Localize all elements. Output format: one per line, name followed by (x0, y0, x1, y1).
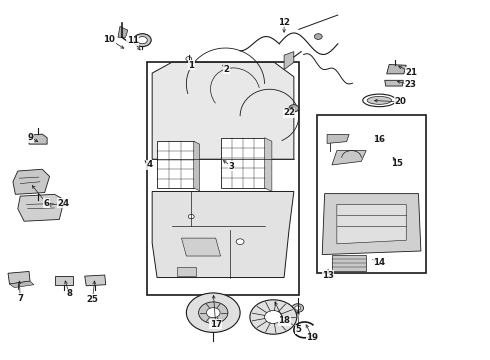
Polygon shape (152, 192, 294, 278)
Circle shape (134, 34, 151, 46)
Polygon shape (387, 64, 406, 74)
Circle shape (315, 34, 322, 40)
Polygon shape (9, 281, 34, 288)
Text: 12: 12 (278, 18, 290, 27)
Polygon shape (284, 51, 294, 69)
Polygon shape (18, 194, 64, 221)
Polygon shape (265, 138, 272, 192)
Text: 21: 21 (405, 68, 417, 77)
Text: 6: 6 (44, 199, 49, 208)
Text: 22: 22 (283, 108, 295, 117)
Polygon shape (194, 141, 199, 191)
Polygon shape (152, 62, 294, 159)
Text: 14: 14 (373, 258, 386, 267)
Polygon shape (8, 271, 30, 284)
Text: 5: 5 (296, 325, 302, 334)
Bar (157, 141, 194, 188)
Text: 20: 20 (394, 97, 406, 106)
Polygon shape (176, 267, 196, 276)
Circle shape (250, 300, 297, 334)
Circle shape (265, 311, 282, 323)
Text: 16: 16 (373, 135, 385, 144)
Polygon shape (332, 255, 366, 271)
Polygon shape (13, 169, 49, 194)
Text: 23: 23 (404, 81, 416, 90)
Bar (147, 62, 299, 296)
Bar (220, 138, 265, 188)
Ellipse shape (367, 96, 392, 104)
Text: 10: 10 (103, 35, 115, 44)
Circle shape (138, 37, 147, 44)
Polygon shape (85, 275, 106, 286)
Bar (318, 115, 426, 273)
Polygon shape (29, 134, 47, 144)
Text: 25: 25 (87, 294, 98, 303)
Polygon shape (181, 238, 221, 256)
Circle shape (186, 57, 192, 61)
Circle shape (198, 302, 228, 323)
Text: 7: 7 (17, 294, 24, 303)
Text: 15: 15 (391, 159, 402, 168)
Text: 4: 4 (147, 161, 153, 170)
Circle shape (186, 293, 240, 332)
Polygon shape (385, 80, 403, 86)
Text: 9: 9 (28, 133, 34, 142)
Circle shape (206, 308, 220, 318)
Text: 8: 8 (66, 289, 72, 298)
Circle shape (236, 239, 244, 244)
Text: 17: 17 (210, 320, 222, 329)
Polygon shape (55, 276, 73, 285)
Text: 13: 13 (322, 270, 334, 279)
Text: 11: 11 (126, 36, 139, 45)
Polygon shape (118, 27, 128, 37)
Polygon shape (327, 134, 349, 143)
Text: 1: 1 (188, 61, 194, 70)
Polygon shape (332, 150, 366, 165)
Polygon shape (337, 204, 406, 244)
Text: 24: 24 (57, 199, 69, 208)
Text: 18: 18 (278, 316, 290, 325)
Circle shape (292, 304, 304, 312)
Circle shape (295, 306, 301, 310)
Circle shape (188, 215, 194, 219)
Text: 3: 3 (228, 162, 234, 171)
Text: 19: 19 (306, 333, 318, 342)
Polygon shape (322, 194, 421, 255)
Text: 2: 2 (223, 65, 229, 74)
Circle shape (289, 105, 299, 112)
